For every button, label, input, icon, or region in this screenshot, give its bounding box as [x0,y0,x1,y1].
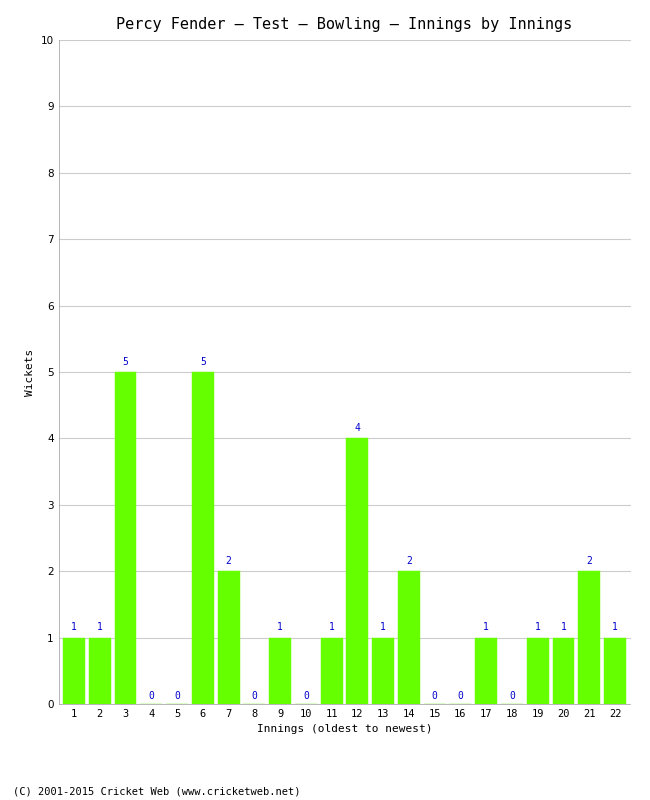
Text: 1: 1 [560,622,566,632]
Bar [269,638,291,704]
Text: 5: 5 [200,357,206,366]
Text: 4: 4 [354,423,360,433]
Bar [526,638,549,704]
Text: 2: 2 [406,556,412,566]
Text: 1: 1 [277,622,283,632]
Bar [320,638,343,704]
Text: 0: 0 [509,691,515,702]
Bar [552,638,575,704]
Bar [192,372,214,704]
Text: 2: 2 [226,556,231,566]
Text: 0: 0 [174,691,180,702]
X-axis label: Innings (oldest to newest): Innings (oldest to newest) [257,725,432,734]
Bar [346,438,369,704]
Y-axis label: Wickets: Wickets [25,348,35,396]
Text: 2: 2 [586,556,592,566]
Text: 0: 0 [303,691,309,702]
Text: 1: 1 [97,622,103,632]
Text: 0: 0 [148,691,154,702]
Bar [114,372,136,704]
Text: 1: 1 [380,622,386,632]
Bar [604,638,626,704]
Bar [63,638,85,704]
Bar [475,638,497,704]
Text: 0: 0 [458,691,463,702]
Bar [398,571,420,704]
Text: 1: 1 [329,622,335,632]
Text: 1: 1 [71,622,77,632]
Bar [218,571,239,704]
Bar [372,638,394,704]
Title: Percy Fender – Test – Bowling – Innings by Innings: Percy Fender – Test – Bowling – Innings … [116,17,573,32]
Text: 0: 0 [432,691,437,702]
Text: 0: 0 [252,691,257,702]
Text: 1: 1 [483,622,489,632]
Text: (C) 2001-2015 Cricket Web (www.cricketweb.net): (C) 2001-2015 Cricket Web (www.cricketwe… [13,786,300,796]
Bar [89,638,111,704]
Bar [578,571,600,704]
Text: 1: 1 [535,622,541,632]
Text: 1: 1 [612,622,618,632]
Text: 5: 5 [123,357,129,366]
